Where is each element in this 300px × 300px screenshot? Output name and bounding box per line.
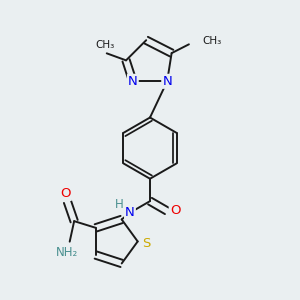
Text: NH₂: NH₂ bbox=[56, 246, 78, 259]
Text: H: H bbox=[115, 198, 124, 211]
Text: N: N bbox=[128, 75, 138, 88]
Text: S: S bbox=[142, 237, 150, 250]
Text: O: O bbox=[60, 187, 71, 200]
Text: O: O bbox=[170, 204, 180, 217]
Text: N: N bbox=[125, 206, 135, 219]
Text: CH₃: CH₃ bbox=[202, 36, 221, 46]
Text: N: N bbox=[162, 75, 172, 88]
Text: CH₃: CH₃ bbox=[95, 40, 115, 50]
